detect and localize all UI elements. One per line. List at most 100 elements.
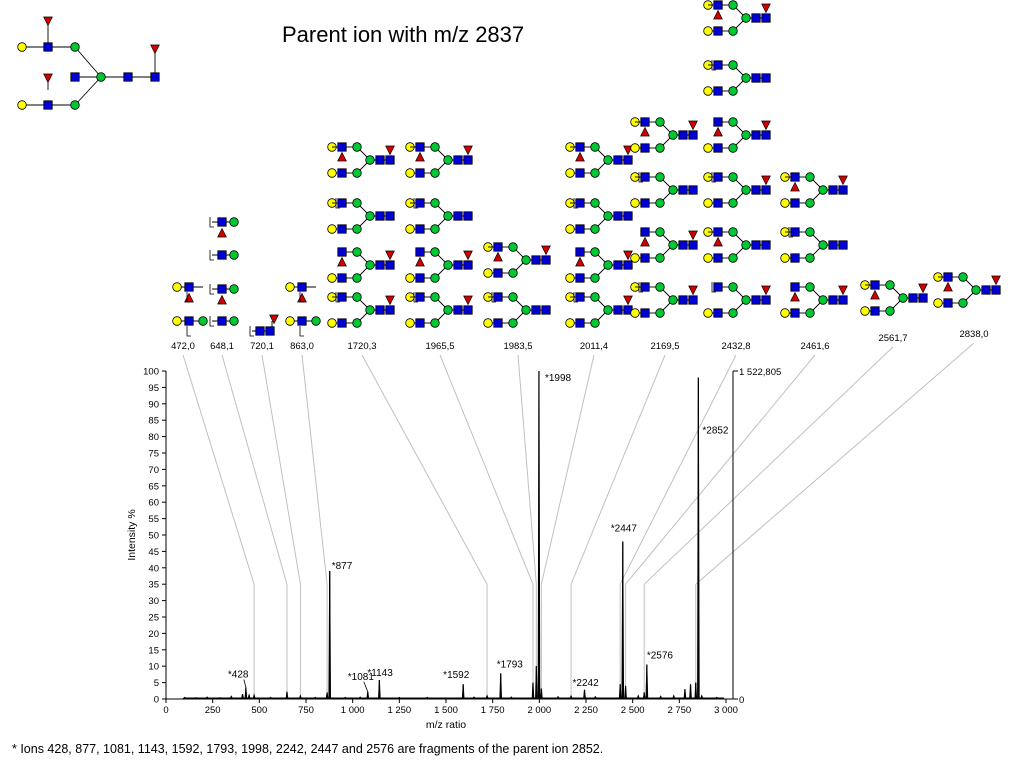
fragment-glycan-column	[780, 172, 848, 318]
glcnac-icon	[337, 273, 347, 283]
mannose-icon	[590, 292, 600, 302]
fragment-glycan-column	[933, 272, 1001, 308]
fucose-icon	[640, 126, 650, 137]
cleavage-mark	[299, 292, 304, 303]
glcnac-icon	[531, 255, 541, 265]
glcnac-icon	[184, 316, 194, 326]
annotation-leader-line	[363, 681, 369, 692]
fucose-icon	[385, 145, 395, 156]
fragment-glycan-column	[172, 282, 208, 337]
mannose-icon	[521, 255, 531, 265]
mannose-icon	[430, 168, 440, 178]
fucose-icon	[575, 256, 585, 267]
mannose-icon	[898, 293, 908, 303]
galactose-icon	[630, 143, 640, 153]
fucose-icon	[688, 285, 698, 296]
galactose-icon	[630, 198, 640, 208]
mannose-icon	[958, 298, 968, 308]
glcnac-icon	[265, 326, 275, 336]
cleavage-mark	[209, 284, 214, 295]
glcnac-icon	[415, 224, 425, 234]
glcnac-icon	[453, 211, 463, 221]
mannose-icon	[590, 198, 600, 208]
mannose-icon	[668, 130, 678, 140]
peak-annotation-label: *1793	[497, 659, 524, 670]
glcnac-icon	[415, 292, 425, 302]
x-tick-label: 1 000	[341, 705, 365, 716]
cleavage-mark	[209, 217, 214, 228]
mannose-icon	[655, 117, 665, 127]
cleavage-mark	[491, 292, 496, 303]
fucose-icon	[43, 16, 53, 27]
glcnac-icon	[375, 305, 385, 315]
glcnac-icon	[688, 295, 698, 305]
mannose-icon	[655, 227, 665, 237]
y-tick-label: 5	[154, 678, 159, 689]
fucose-icon	[415, 256, 425, 267]
glcnac-icon	[918, 293, 928, 303]
mannose-icon	[590, 273, 600, 283]
x-tick-label: 500	[251, 705, 267, 716]
glcnac-icon	[713, 282, 723, 292]
cleavage-mark	[638, 172, 643, 183]
galactose-icon	[565, 224, 575, 234]
glcnac-icon	[640, 253, 650, 263]
fucose-icon	[337, 151, 347, 162]
mannose-icon	[70, 42, 80, 52]
fragment-connector-line	[221, 354, 288, 699]
galactose-icon	[285, 316, 295, 326]
cleavage-mark	[209, 316, 214, 327]
cleavage-mark	[711, 282, 716, 293]
glcnac-icon	[713, 198, 723, 208]
fucose-icon	[838, 175, 848, 186]
peak-annotation-label: *1998	[545, 373, 572, 384]
mannose-icon	[655, 172, 665, 182]
fragment-connector-line	[439, 354, 534, 699]
glcnac-icon	[575, 318, 585, 328]
y-axis-label: Intensity %	[126, 509, 138, 560]
glcnac-icon	[838, 240, 848, 250]
mannose-icon	[805, 172, 815, 182]
galactose-icon	[405, 224, 415, 234]
galactose-icon	[780, 198, 790, 208]
galactose-icon	[630, 308, 640, 318]
mannose-icon	[443, 211, 453, 221]
fragment-mass-label: 2561,7	[878, 333, 907, 344]
glycosidic-bond	[74, 76, 102, 106]
mannose-icon	[443, 305, 453, 315]
mannose-icon	[430, 247, 440, 257]
glcnac-icon	[575, 142, 585, 152]
glcnac-icon	[713, 253, 723, 263]
glcnac-icon	[453, 260, 463, 270]
glcnac-icon	[828, 295, 838, 305]
glcnac-icon	[493, 242, 503, 252]
fragment-glycan-column	[630, 117, 698, 318]
y-tick-label: 85	[148, 416, 159, 427]
footnote: * Ions 428, 877, 1081, 1143, 1592, 1793,…	[12, 742, 604, 756]
fucose-icon	[493, 251, 503, 262]
glcnac-icon	[575, 273, 585, 283]
mannose-icon	[229, 217, 239, 227]
galactose-icon	[17, 42, 27, 52]
glcnac-icon	[623, 260, 633, 270]
y-tick-label: 20	[148, 629, 159, 640]
fucose-icon	[713, 236, 723, 247]
mannose-icon	[508, 268, 518, 278]
glcnac-icon	[575, 224, 585, 234]
fragment-mass-label: 2011,4	[580, 341, 608, 352]
cleavage-mark	[788, 227, 793, 238]
fucose-icon	[761, 3, 771, 14]
mannose-icon	[590, 318, 600, 328]
cleavage-mark	[711, 60, 716, 71]
mannose-icon	[590, 142, 600, 152]
fucose-icon	[623, 145, 633, 156]
mannose-icon	[430, 198, 440, 208]
fragment-glycan-column	[483, 242, 551, 328]
glcnac-icon	[943, 272, 953, 282]
galactose-icon	[565, 318, 575, 328]
glcnac-icon	[790, 253, 800, 263]
mannose-icon	[70, 100, 80, 110]
mannose-icon	[728, 117, 738, 127]
x-tick-label: 2 250	[574, 705, 598, 716]
